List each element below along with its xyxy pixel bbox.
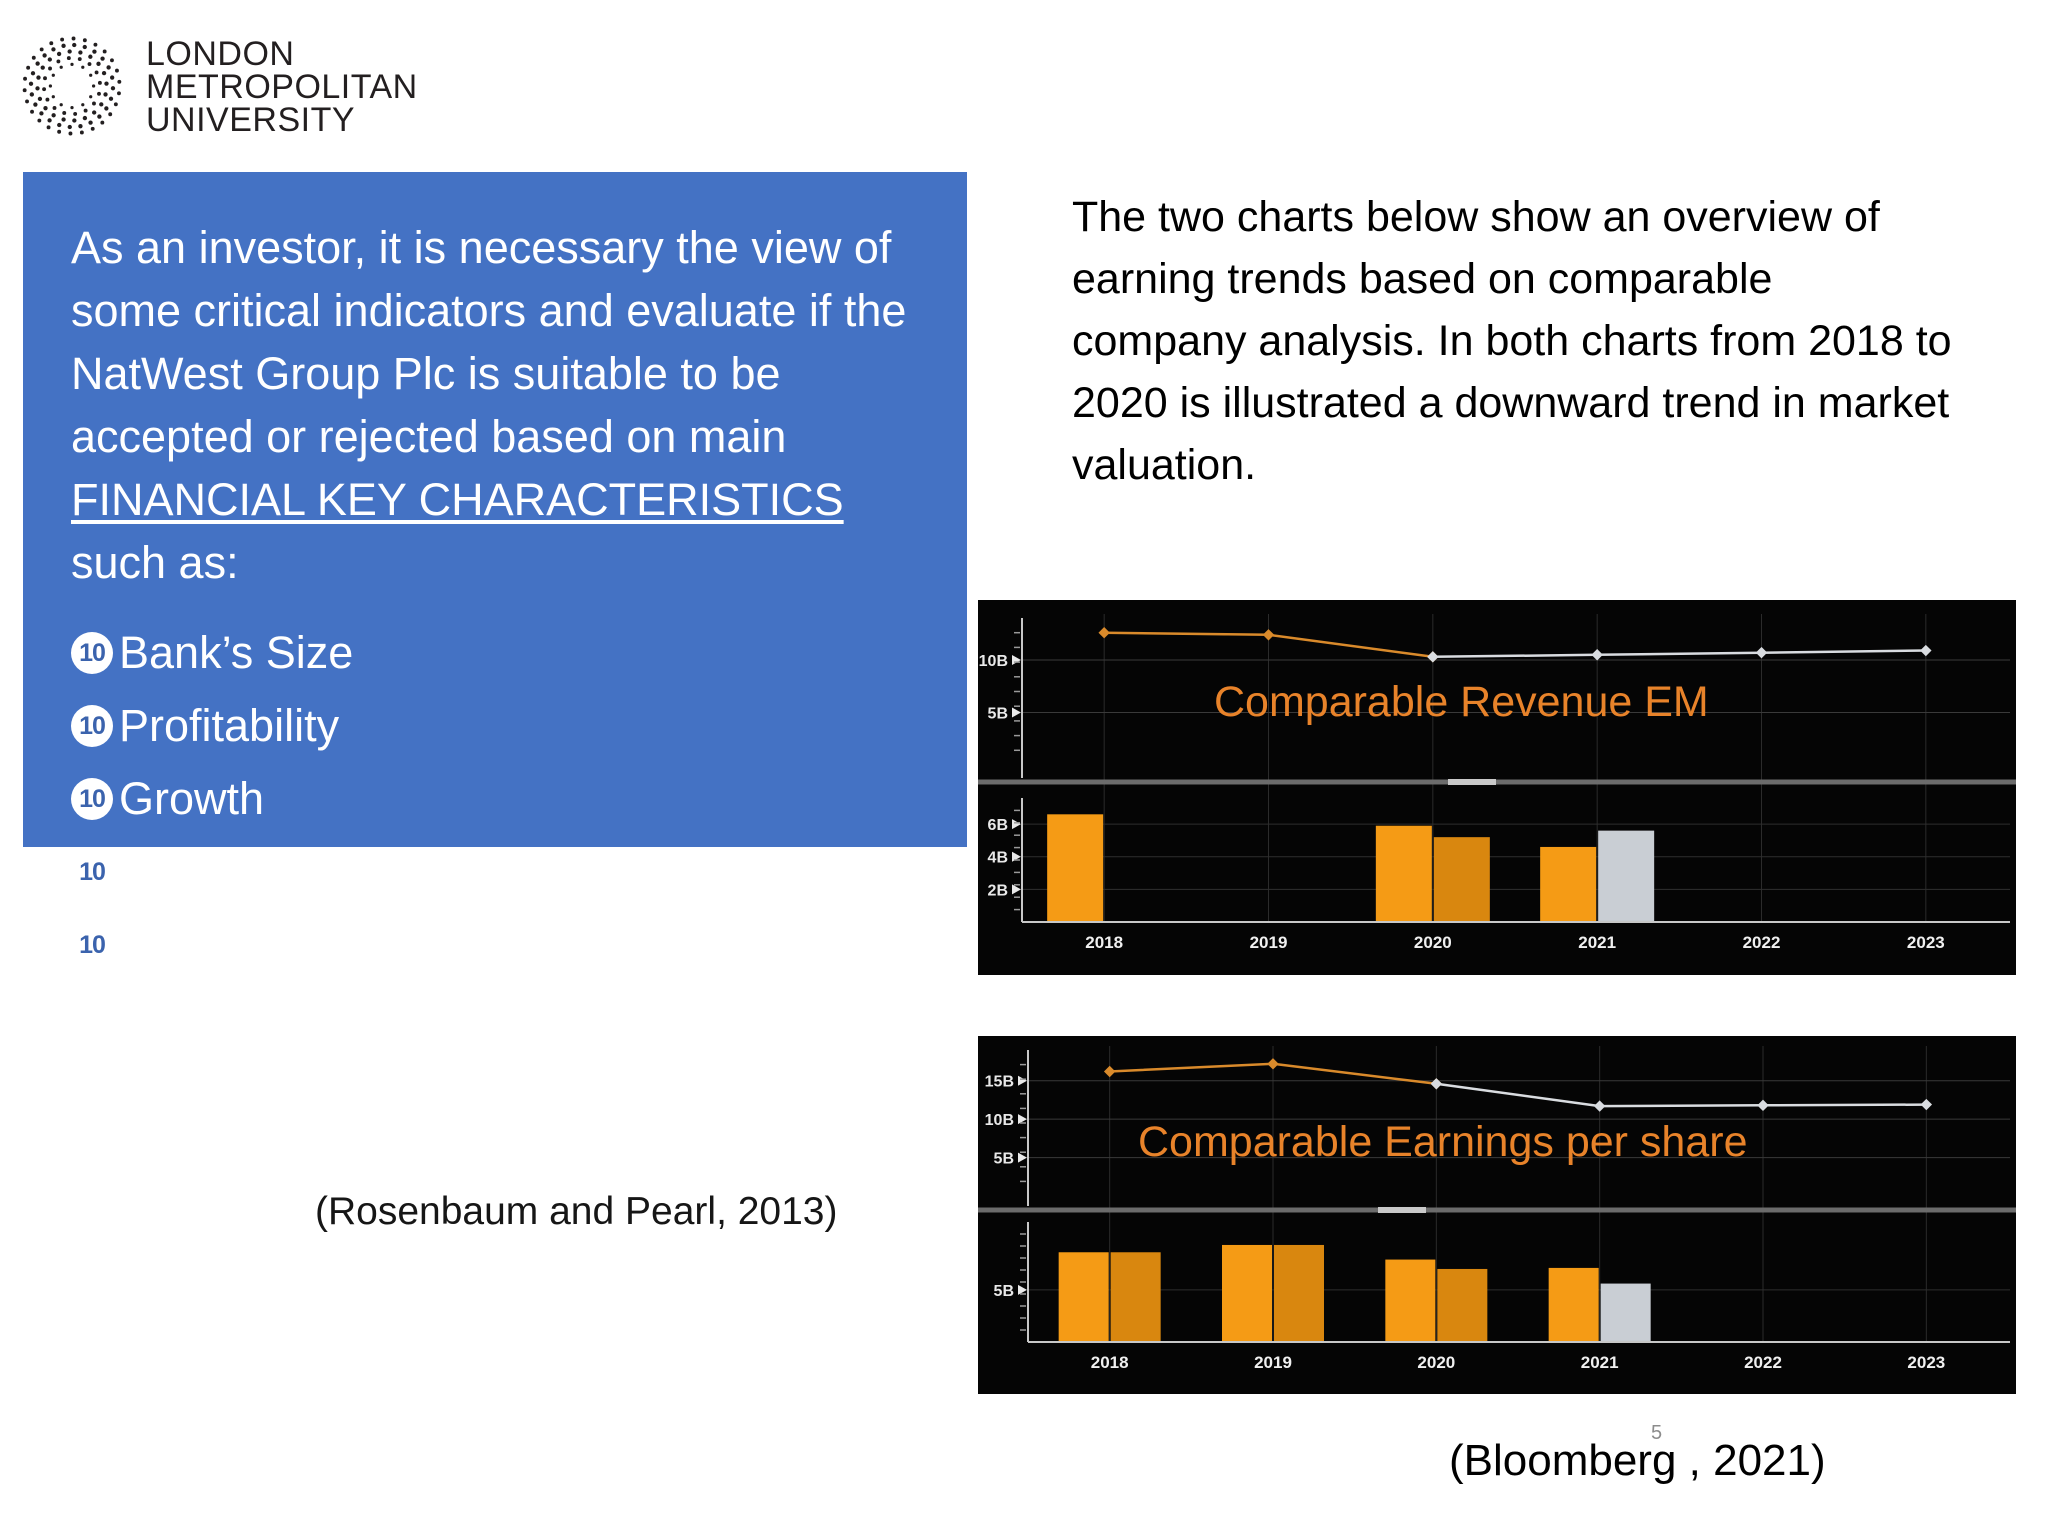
svg-text:10B: 10B	[985, 1112, 1014, 1129]
circled-ten-bullet-icon: 10	[71, 631, 113, 674]
callout-paragraph-part2: such as:	[71, 537, 239, 588]
charts-overview-text: The two charts below show an overview of…	[1072, 193, 1952, 489]
logo-line-london: LONDON	[146, 35, 295, 73]
key-characteristics-list: 10 Bank’s Size 10 Profitability 10 Growt…	[71, 616, 923, 981]
bloomberg-citation: (Bloomberg , 2021)	[1449, 1436, 1826, 1485]
list-item-label: Profitability	[119, 700, 340, 751]
list-item-label: Bank’s Size	[119, 627, 354, 678]
list-item-label: Return on asset	[119, 846, 437, 897]
slide-page-number: 5	[1651, 1422, 1663, 1444]
svg-text:2B: 2B	[988, 882, 1008, 899]
rosenbaum-citation: (Rosenbaum and Pearl, 2013)	[315, 1190, 838, 1233]
svg-text:5B: 5B	[988, 706, 1008, 723]
list-item: 10 Return on asset	[71, 835, 923, 908]
list-item-label: Credit Profile	[119, 919, 380, 970]
svg-text:5B: 5B	[994, 1283, 1014, 1300]
list-item: 10 Credit Profile	[71, 908, 923, 981]
svg-text:5B: 5B	[994, 1151, 1014, 1168]
callout-paragraph-part1: As an investor, it is necessary the view…	[71, 222, 907, 462]
circled-ten-bullet-icon: 10	[71, 704, 113, 747]
svg-text:2018: 2018	[1091, 1353, 1129, 1372]
svg-text:2018: 2018	[1085, 933, 1123, 952]
callout-paragraph: As an investor, it is necessary the view…	[71, 216, 923, 594]
svg-text:2023: 2023	[1907, 933, 1945, 952]
logo-line-university: UNIVERSITY	[146, 101, 356, 139]
svg-text:2019: 2019	[1254, 1353, 1292, 1372]
london-met-dotted-circle-logo	[22, 36, 122, 136]
comparable-revenue-chart-canvas: 10B 5B 6B 4B 2B 2018 2019 2020 2021 2022 2023	[978, 614, 2016, 952]
university-logo: LONDON METROPOLITAN UNIVERSITY	[18, 32, 488, 142]
svg-text:2022: 2022	[1743, 933, 1781, 952]
svg-text:2019: 2019	[1250, 933, 1288, 952]
comparable-revenue-chart: 10B 5B 6B 4B 2B 2018 2019 2020 2021 2022 2023 Comp…	[978, 600, 2016, 975]
svg-text:10B: 10B	[979, 653, 1008, 670]
svg-text:2020: 2020	[1414, 933, 1452, 952]
svg-text:2022: 2022	[1744, 1353, 1782, 1372]
svg-text:2020: 2020	[1417, 1353, 1455, 1372]
logo-wordmark: LONDON METROPOLITAN UNIVERSITY	[146, 35, 418, 139]
svg-text:4B: 4B	[988, 850, 1008, 867]
comparable-eps-chart: 15B 10B 5B 5B 2018 2019 2020 2021 2022 2023 Compa…	[978, 1036, 2016, 1394]
svg-text:2023: 2023	[1907, 1353, 1945, 1372]
svg-text:6B: 6B	[988, 817, 1008, 834]
list-item-label: Growth	[119, 773, 265, 824]
svg-text:2021: 2021	[1578, 933, 1616, 952]
list-item: 10 Bank’s Size	[71, 616, 923, 689]
logo-line-metropolitan: METROPOLITAN	[146, 68, 418, 106]
circled-ten-bullet-icon: 10	[71, 850, 113, 893]
circled-ten-bullet-icon: 10	[71, 923, 113, 966]
svg-text:2021: 2021	[1581, 1353, 1619, 1372]
circled-ten-bullet-icon: 10	[71, 777, 113, 820]
callout-paragraph-underlined: FINANCIAL KEY CHARACTERISTICS	[71, 474, 844, 525]
list-item: 10 Profitability	[71, 689, 923, 762]
comparable-eps-chart-canvas: 15B 10B 5B 5B 2018 2019 2020 2021 2022 2023	[978, 1046, 2016, 1372]
list-item: 10 Growth	[71, 762, 923, 835]
key-characteristics-callout: As an investor, it is necessary the view…	[23, 172, 967, 970]
svg-text:15B: 15B	[985, 1074, 1014, 1091]
